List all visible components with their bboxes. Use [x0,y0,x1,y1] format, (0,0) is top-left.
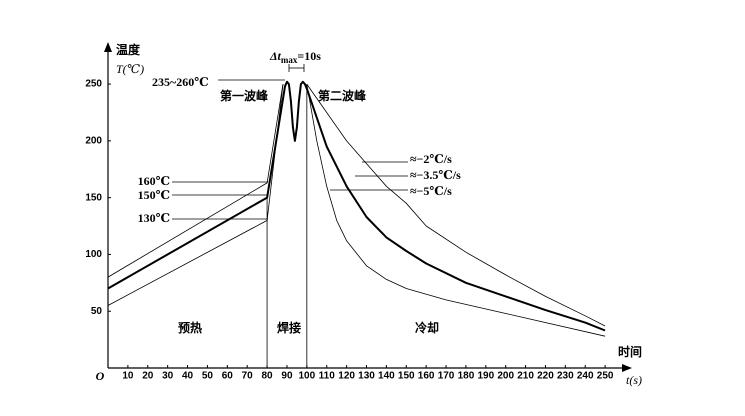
x-tick-label: 60 [222,371,234,382]
x-tick-label: 230 [557,371,574,382]
x-tick-label: 180 [458,371,475,382]
x-tick-label: 100 [299,371,316,382]
annotation: 160℃ [138,174,170,188]
y-tick-label: 250 [85,79,102,90]
delta-t-part: max [281,55,298,65]
annotation: 235~260℃ [152,75,209,89]
annotation: ≈−2℃/s [410,152,452,166]
delta-t-part: =10s [297,49,321,63]
x-tick-label: 120 [338,371,355,382]
temperature-curve [107,80,606,332]
x-tick-label: 10 [122,371,134,382]
y-tick-label: 50 [91,306,103,317]
x-tick-label: 210 [517,371,534,382]
x-tick-label: 150 [398,371,415,382]
x-tick-label: 30 [162,371,174,382]
annotation: 焊接 [277,320,301,335]
x-tick-label: 240 [577,371,594,382]
x-tick-label: 140 [378,371,395,382]
x-tick-label: 50 [202,371,214,382]
temperature-curve [306,84,606,337]
x-tick-label: 90 [281,371,293,382]
x-axis-label: t(s) [626,373,642,387]
x-tick-label: 160 [418,371,435,382]
origin-label: O [96,369,105,383]
x-tick-label: 250 [597,371,614,382]
y-arrow [104,42,112,52]
y-tick-label: 100 [85,249,102,260]
x-tick-label: 80 [262,371,274,382]
annotation: 150℃ [138,188,170,202]
annotation: ≈−3.5℃/s [410,168,461,182]
x-tick-label: 40 [182,371,194,382]
x-tick-label: 110 [319,371,336,382]
delta-t-label: Δtmax=10s [269,49,321,65]
x-tick-label: 200 [497,371,514,382]
x-tick-label: 70 [242,371,254,382]
y-tick-label: 200 [85,135,102,146]
y-tick-label: 150 [85,192,102,203]
annotation: 第一波峰 [220,88,269,103]
x-tick-label: 20 [142,371,154,382]
temperature-curve [306,83,606,327]
annotation: 第二波峰 [318,88,367,103]
x-axis-label: 时间 [618,344,642,359]
temperature-curve [107,84,284,278]
annotation: 冷却 [415,320,439,335]
annotation: ≈−5℃/s [410,184,452,198]
delta-t-part: Δt [269,49,282,63]
x-tick-label: 220 [537,371,554,382]
y-axis-label: 温度 [116,42,141,57]
annotation: 130℃ [138,211,170,225]
x-tick-label: 170 [438,371,455,382]
annotation: 预热 [178,320,202,335]
x-tick-label: 130 [358,371,375,382]
x-tick-label: 190 [477,371,494,382]
x-arrow [622,364,632,372]
y-axis-label: T(℃) [116,62,144,76]
